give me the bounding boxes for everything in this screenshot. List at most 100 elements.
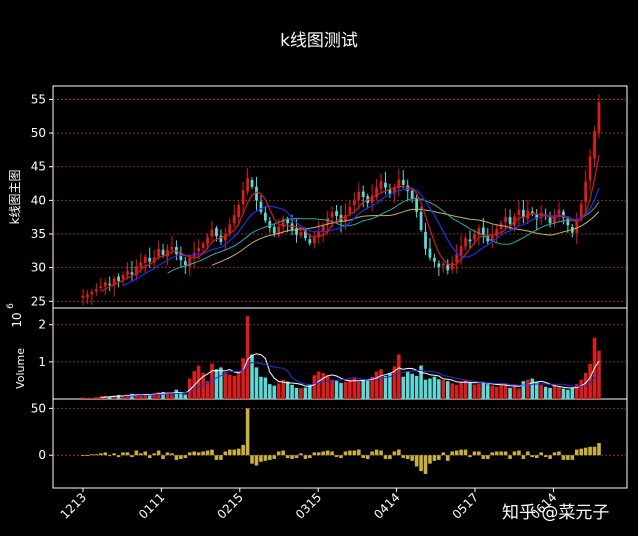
volume-bar xyxy=(392,366,397,399)
candle-body xyxy=(468,239,472,242)
volume-bar xyxy=(214,369,219,399)
candle-body xyxy=(299,231,303,236)
volume-bar xyxy=(107,396,112,399)
x-tick-label: 0111 xyxy=(136,490,167,521)
indicator-bar xyxy=(210,449,214,456)
candle-body xyxy=(206,237,209,244)
indicator-bar xyxy=(130,455,134,458)
volume-bar xyxy=(156,392,161,399)
volume-bar xyxy=(494,386,499,399)
indicator-bar xyxy=(388,455,392,459)
volume-bar xyxy=(370,377,374,399)
candle-body xyxy=(223,234,227,241)
indicator-bar xyxy=(236,448,241,456)
indicator-bar xyxy=(325,450,330,456)
candle-body xyxy=(161,249,165,255)
volume-bar xyxy=(130,393,134,399)
volume-bar xyxy=(543,386,548,399)
indicator-bar xyxy=(579,448,583,456)
candle-body xyxy=(166,250,169,257)
volume-bar xyxy=(308,384,312,399)
volume-bar xyxy=(219,367,223,399)
volume-bar xyxy=(272,385,277,399)
indicator-bar xyxy=(445,455,450,461)
indicator-bar xyxy=(223,451,228,456)
volume-bar xyxy=(254,367,259,399)
indicator-bar xyxy=(423,455,428,474)
indicator-bar xyxy=(517,450,521,456)
volume-y-tick-label: 1 xyxy=(38,355,46,369)
main-y-tick-label: 55 xyxy=(31,92,46,106)
candle-body xyxy=(361,191,365,197)
candle-body xyxy=(304,230,307,239)
indicator-bar xyxy=(365,455,370,459)
indicator-bar xyxy=(472,451,477,456)
indicator-bar xyxy=(312,452,317,456)
volume-bar xyxy=(152,393,156,399)
indicator-bar xyxy=(397,449,401,456)
candle-body xyxy=(441,263,445,266)
indicator-bar xyxy=(503,451,508,456)
volume-bar xyxy=(397,354,401,399)
candle-body xyxy=(384,182,387,188)
volume-bar xyxy=(201,373,205,399)
candle-body xyxy=(464,238,467,247)
volume-bar xyxy=(539,384,543,399)
indicator-bar xyxy=(352,450,357,456)
indicator-bar xyxy=(339,455,343,459)
indicator-bar xyxy=(383,455,388,459)
volume-bar xyxy=(534,382,539,399)
indicator-bar xyxy=(205,450,210,456)
indicator-bar xyxy=(183,455,188,459)
indicator-bar xyxy=(259,455,263,462)
indicator-bar xyxy=(85,455,90,457)
ma20-line xyxy=(167,197,600,274)
volume-bar xyxy=(445,381,450,399)
indicator-bar xyxy=(214,455,219,460)
volume-ma10-line xyxy=(122,361,600,398)
indicator-bar xyxy=(477,451,481,456)
candle-body xyxy=(357,191,361,201)
indicator-bar xyxy=(165,452,170,456)
volume-bar xyxy=(459,381,463,399)
candle-body xyxy=(566,218,570,226)
volume-bar xyxy=(276,383,281,399)
candle-body xyxy=(81,295,85,298)
indicator-bar xyxy=(459,449,463,456)
indicator-bar xyxy=(303,455,308,459)
volume-bar xyxy=(299,388,303,399)
candle-body xyxy=(117,276,120,282)
indicator-bar xyxy=(187,452,192,456)
main-y-tick-label: 40 xyxy=(31,193,46,207)
candle-body xyxy=(379,180,383,189)
volume-bar xyxy=(361,380,366,399)
candle-body xyxy=(548,216,552,224)
indicator-bar xyxy=(250,455,254,464)
watermark-text: 知乎 @菜元子 xyxy=(502,503,610,523)
candle-body xyxy=(183,261,187,265)
candle-body xyxy=(259,201,263,212)
volume-bar xyxy=(325,375,330,399)
ma5-line xyxy=(100,154,600,293)
indicator-bar xyxy=(521,455,526,459)
indicator-bar xyxy=(285,455,290,459)
volume-bar xyxy=(263,377,268,399)
main-y-tick-label: 50 xyxy=(31,126,46,140)
indicator-y-tick-label: 50 xyxy=(31,401,46,415)
volume-bar xyxy=(81,397,85,399)
main-panel-frame xyxy=(52,85,628,309)
candle-body xyxy=(490,235,494,241)
volume-bar xyxy=(174,389,179,399)
indicator-bar xyxy=(290,455,294,459)
indicator-bar xyxy=(308,455,312,459)
volume-bar xyxy=(588,363,592,399)
indicator-bar xyxy=(263,455,268,461)
indicator-bar xyxy=(103,452,108,456)
candle-body xyxy=(103,282,107,287)
indicator-bar xyxy=(530,455,535,458)
candle-body xyxy=(522,209,525,218)
candle-body xyxy=(130,272,134,275)
volume-bar xyxy=(245,316,250,399)
candle-body xyxy=(90,291,94,295)
candle-body xyxy=(143,256,147,263)
